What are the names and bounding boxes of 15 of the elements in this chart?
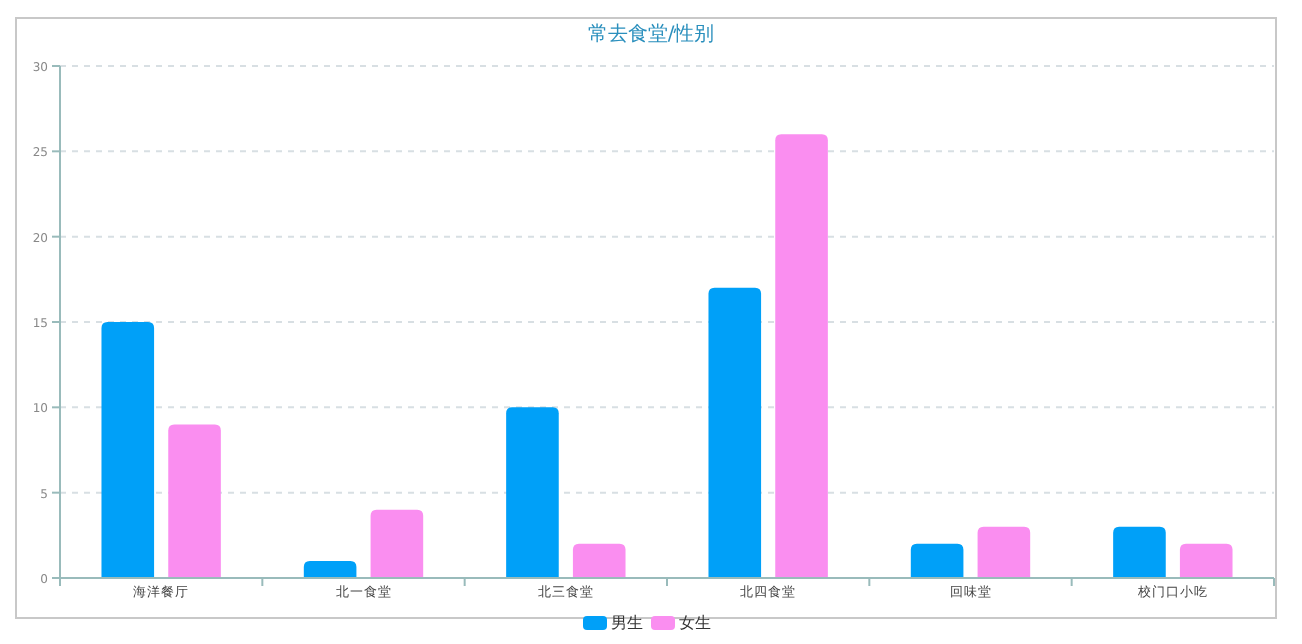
bar <box>1179 543 1233 578</box>
chart-title: 常去食堂/性别 <box>587 22 715 46</box>
bar <box>370 509 424 578</box>
legend-label: 女生 <box>679 614 711 632</box>
legend-label: 男生 <box>611 614 643 632</box>
bar <box>775 134 828 578</box>
bar <box>303 560 357 578</box>
bar <box>708 287 762 578</box>
bar <box>1113 526 1166 578</box>
bar <box>910 543 964 578</box>
bar <box>572 543 626 578</box>
bar <box>101 322 155 578</box>
bar <box>168 424 221 578</box>
bar <box>977 526 1031 578</box>
bar <box>506 407 559 578</box>
